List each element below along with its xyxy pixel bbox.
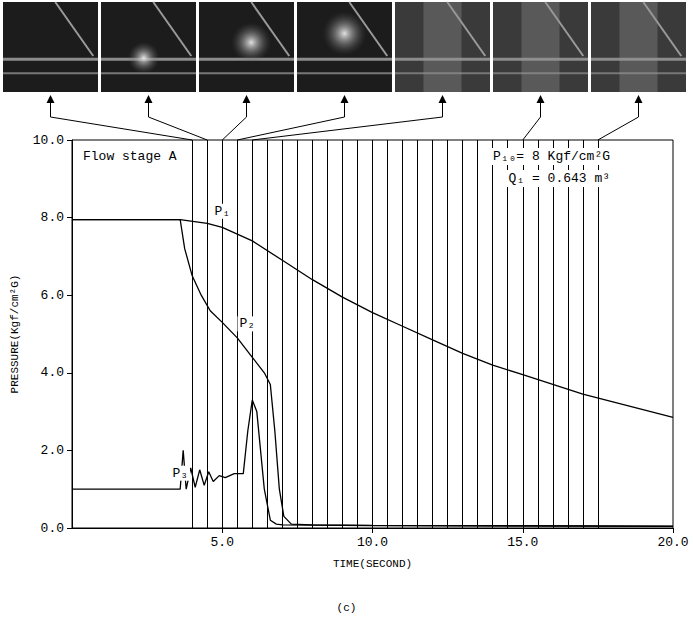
svg-text:Q₁ = 0.643 m³: Q₁ = 0.643 m³ xyxy=(509,171,610,186)
svg-text:(c): (c) xyxy=(337,602,357,614)
svg-text:4.0: 4.0 xyxy=(41,365,64,380)
svg-text:0.0: 0.0 xyxy=(41,521,64,536)
svg-text:P₁: P₁ xyxy=(214,204,230,219)
svg-text:P₂: P₂ xyxy=(239,316,255,331)
svg-text:8.0: 8.0 xyxy=(41,210,64,225)
svg-text:PRESSURE(Kgf/cm²G): PRESSURE(Kgf/cm²G) xyxy=(9,275,21,394)
svg-text:6.0: 6.0 xyxy=(41,288,64,303)
svg-text:2.0: 2.0 xyxy=(41,443,64,458)
svg-text:10.0: 10.0 xyxy=(33,133,64,148)
svg-text:10.0: 10.0 xyxy=(357,535,388,550)
svg-text:TIME(SECOND): TIME(SECOND) xyxy=(333,558,412,570)
svg-text:Flow stage A: Flow stage A xyxy=(83,149,177,164)
svg-text:15.0: 15.0 xyxy=(507,535,538,550)
svg-text:P₁₀= 8 Kgf/cm²G: P₁₀= 8 Kgf/cm²G xyxy=(493,149,610,164)
svg-text:20.0: 20.0 xyxy=(657,535,688,550)
svg-text:P₃: P₃ xyxy=(172,466,188,481)
svg-text:5.0: 5.0 xyxy=(211,535,234,550)
